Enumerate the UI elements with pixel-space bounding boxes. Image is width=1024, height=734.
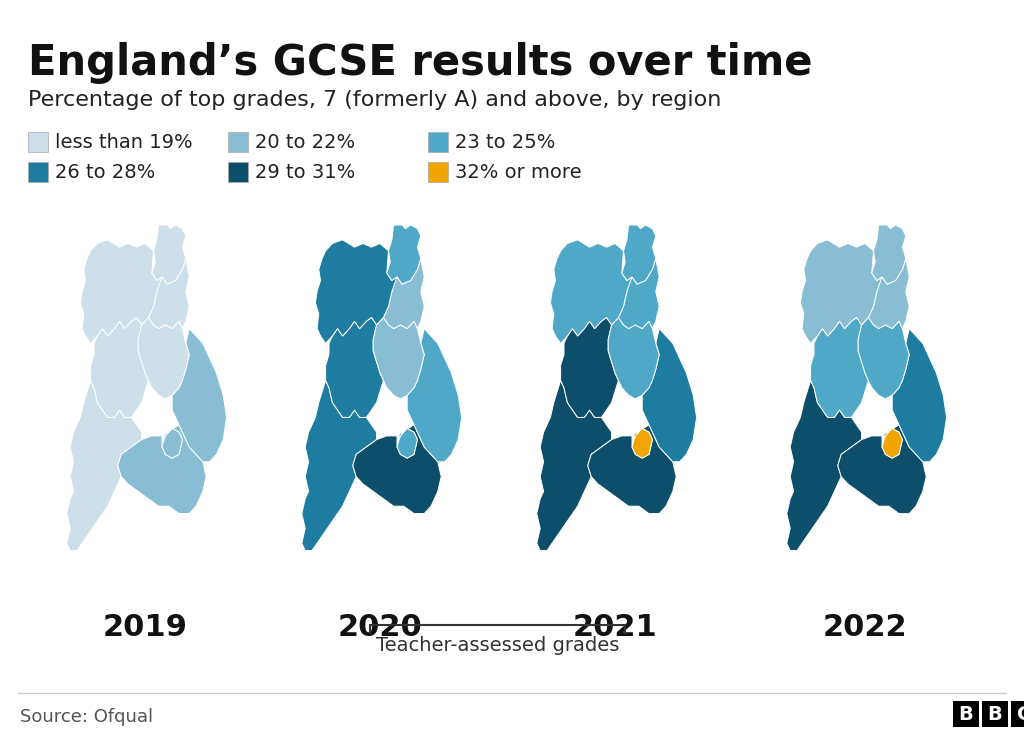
Polygon shape (400, 329, 462, 462)
Polygon shape (618, 244, 659, 329)
Text: 29 to 31%: 29 to 31% (255, 162, 355, 181)
Polygon shape (608, 318, 659, 399)
Polygon shape (537, 380, 611, 550)
Polygon shape (632, 429, 652, 458)
Polygon shape (118, 425, 206, 514)
Polygon shape (383, 244, 424, 329)
FancyBboxPatch shape (228, 162, 248, 182)
Polygon shape (397, 429, 418, 458)
Polygon shape (560, 318, 618, 418)
FancyBboxPatch shape (228, 132, 248, 152)
Polygon shape (152, 225, 185, 284)
Polygon shape (353, 425, 441, 514)
Polygon shape (858, 318, 909, 399)
FancyBboxPatch shape (1011, 701, 1024, 727)
FancyBboxPatch shape (28, 162, 48, 182)
Text: 2021: 2021 (572, 613, 657, 642)
Polygon shape (871, 225, 906, 284)
Polygon shape (138, 318, 189, 399)
Text: Source: Ofqual: Source: Ofqual (20, 708, 154, 726)
Text: 23 to 25%: 23 to 25% (455, 133, 555, 151)
Polygon shape (67, 380, 141, 550)
Polygon shape (811, 318, 868, 418)
Polygon shape (326, 318, 383, 418)
FancyBboxPatch shape (982, 701, 1008, 727)
Text: Percentage of top grades, 7 (formerly A) and above, by region: Percentage of top grades, 7 (formerly A)… (28, 90, 721, 110)
Polygon shape (882, 429, 902, 458)
Text: less than 19%: less than 19% (55, 133, 193, 151)
Polygon shape (551, 240, 632, 344)
Text: England’s GCSE results over time: England’s GCSE results over time (28, 42, 812, 84)
Polygon shape (801, 240, 882, 344)
FancyBboxPatch shape (428, 132, 449, 152)
Text: 32% or more: 32% or more (455, 162, 582, 181)
Polygon shape (636, 329, 696, 462)
Polygon shape (302, 380, 377, 550)
Polygon shape (90, 318, 148, 418)
Text: B: B (958, 705, 974, 724)
Polygon shape (166, 329, 226, 462)
Polygon shape (315, 240, 397, 344)
Polygon shape (148, 244, 189, 329)
Polygon shape (373, 318, 424, 399)
FancyBboxPatch shape (28, 132, 48, 152)
Polygon shape (868, 244, 909, 329)
Polygon shape (838, 425, 926, 514)
Text: Teacher-assessed grades: Teacher-assessed grades (376, 636, 620, 655)
Text: 2020: 2020 (338, 613, 422, 642)
Polygon shape (387, 225, 421, 284)
Text: C: C (1017, 705, 1024, 724)
Polygon shape (886, 329, 946, 462)
Polygon shape (162, 429, 182, 458)
Text: 26 to 28%: 26 to 28% (55, 162, 156, 181)
Polygon shape (786, 380, 861, 550)
Text: 2019: 2019 (102, 613, 187, 642)
Text: 20 to 22%: 20 to 22% (255, 133, 355, 151)
Polygon shape (81, 240, 162, 344)
Polygon shape (588, 425, 676, 514)
Text: B: B (987, 705, 1002, 724)
FancyBboxPatch shape (428, 162, 449, 182)
FancyBboxPatch shape (953, 701, 979, 727)
Text: 2022: 2022 (822, 613, 907, 642)
Polygon shape (622, 225, 655, 284)
